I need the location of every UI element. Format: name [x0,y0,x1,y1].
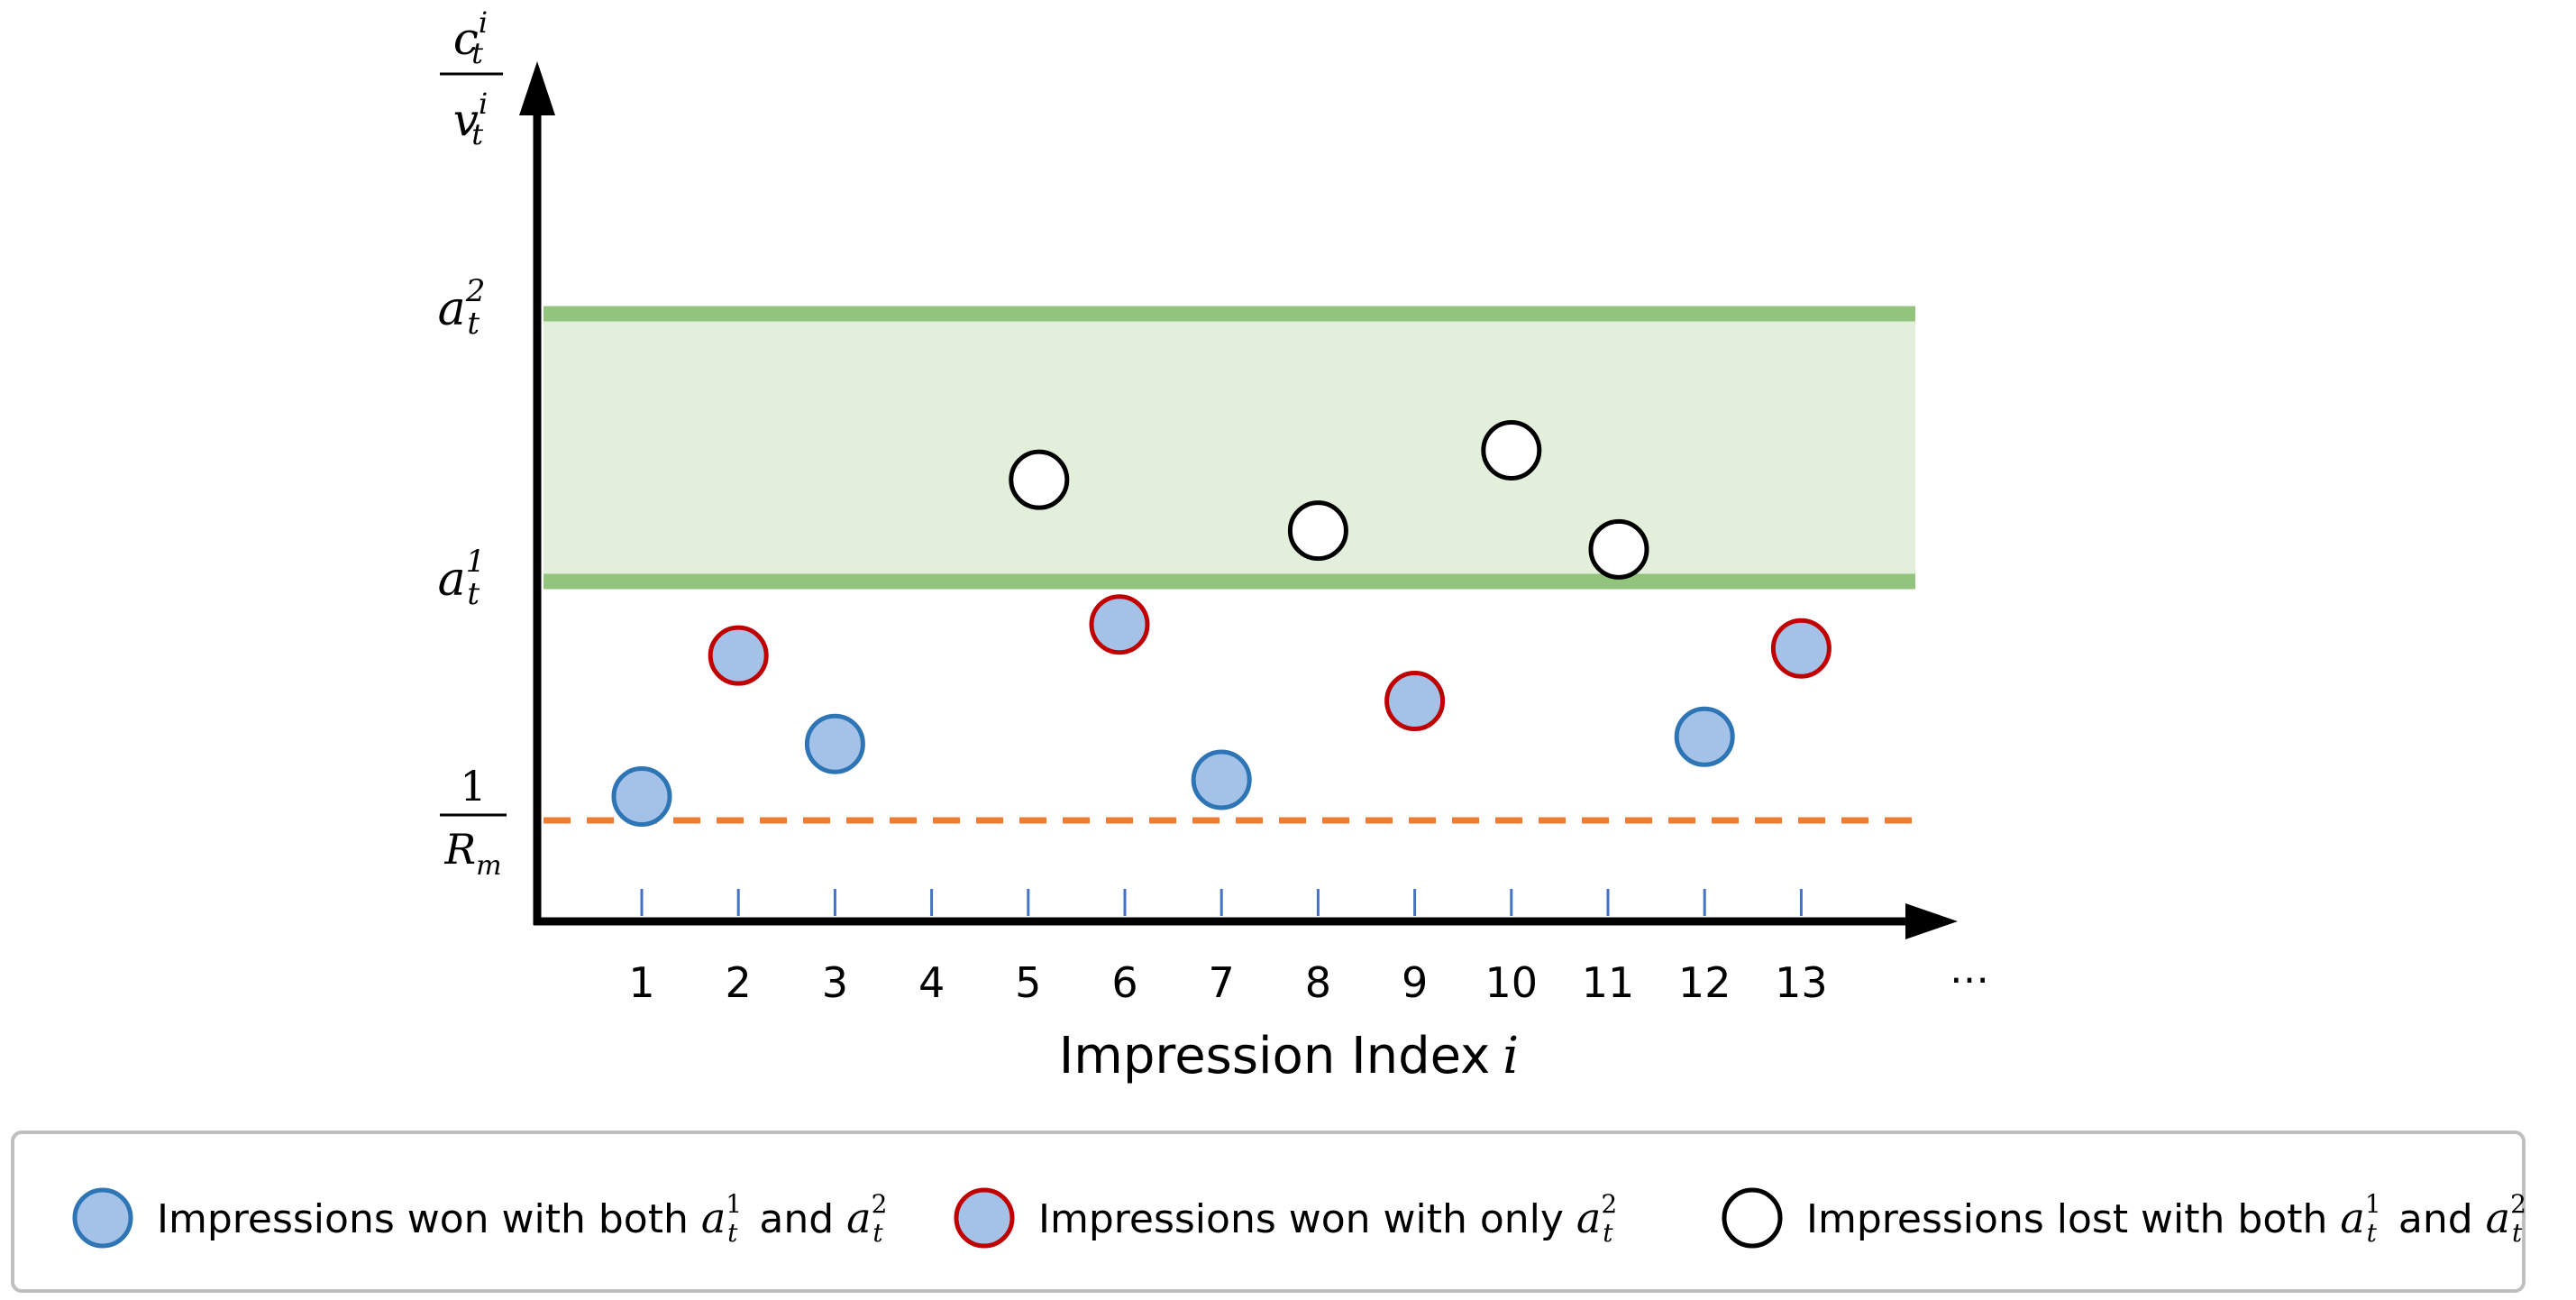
impression-point-lost-both [1588,518,1649,580]
impression-point-won-only-a2 [1089,594,1150,655]
impression-point-won-both [611,766,672,827]
y-label-numerator: ci t [453,5,488,70]
a1-label: a1 t [438,544,486,612]
x-tick-label: 8 [1305,958,1331,1007]
legend-marker-lost-both [1722,1187,1783,1249]
legend-label: Impressions won with both a1 t and a2 t [157,1189,887,1248]
x-tick-label: 2 [726,958,752,1007]
legend-label: Impressions won with only a2 t [1038,1189,1617,1248]
x-tick-label: 7 [1209,958,1235,1007]
impression-points [611,419,1832,827]
x-tick-label: 5 [1015,958,1041,1007]
impression-point-lost-both [1009,449,1070,510]
legend-label: Impressions lost with both a1 t and a2 t [1806,1189,2526,1248]
impression-point-won-both [1191,749,1252,810]
x-axis-arrowhead [1905,903,1958,939]
x-axis-continuation: … [1950,947,1989,993]
impression-point-lost-both [1481,419,1542,481]
a2-label: a2 t [438,273,486,342]
x-tick-label: 11 [1582,958,1635,1007]
legend-items: Impressions won with both a1 t and a2 t Im… [72,1187,2526,1249]
x-tick-label: 10 [1485,958,1539,1007]
impression-point-won-only-a2 [1770,618,1832,679]
x-tick-label: 6 [1111,958,1137,1007]
legend [11,1131,2526,1293]
x-tick-label: 1 [628,958,654,1007]
legend-marker-won-both [72,1187,133,1249]
x-tick-label: 12 [1678,958,1731,1007]
impression-point-won-both [804,713,865,774]
x-tick-label: 13 [1775,958,1828,1007]
impression-point-won-both [1674,706,1735,767]
impression-point-won-only-a2 [708,625,769,686]
inverse-rm-label: 1 Rm [440,762,507,882]
inverse-rm-numerator: 1 [460,762,486,810]
impression-point-lost-both [1287,500,1348,562]
y-label-denominator: vi t [453,87,488,151]
x-axis-title: Impression Index i [1059,1027,1519,1085]
x-tick-label: 3 [822,958,848,1007]
a1-a2-band [544,314,1915,581]
inverse-rm-denominator: Rm [443,825,501,882]
y-axis-label: ci t vi t [440,5,503,151]
x-tick-label: 9 [1402,958,1428,1007]
impression-point-won-only-a2 [1384,671,1446,731]
y-axis-arrowhead [519,61,555,115]
x-tick-labels: 1 2 3 4 5 6 7 8 9 10 11 12 13 [628,958,1827,1007]
x-tick-label: 4 [918,958,945,1007]
x-tick-marks [640,889,1803,916]
legend-marker-won-only-a2 [954,1187,1015,1249]
